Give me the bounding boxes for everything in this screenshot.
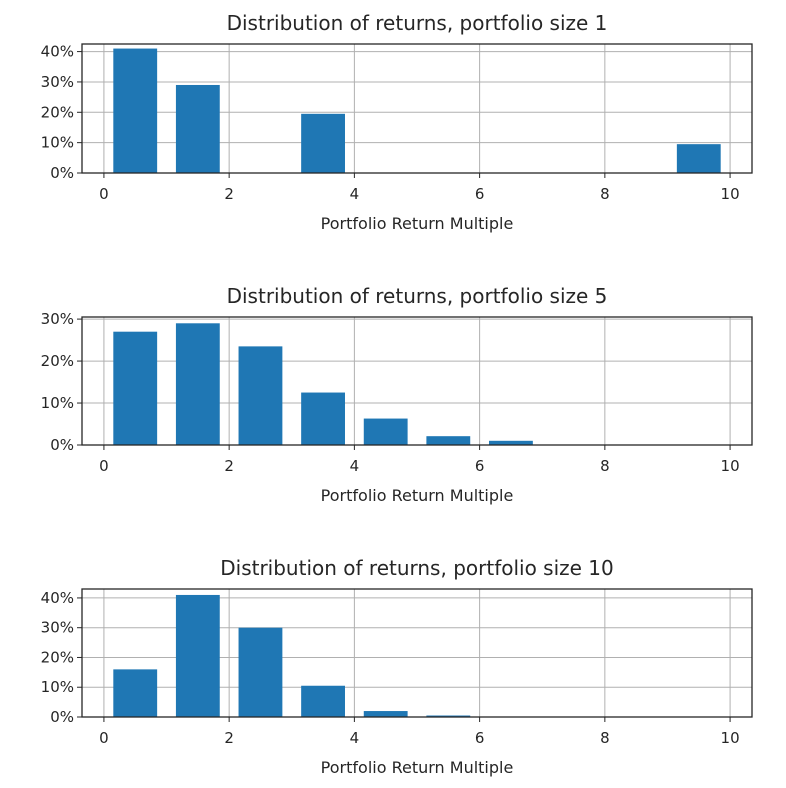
plot-frame — [81, 43, 753, 174]
histogram-bar — [301, 113, 345, 173]
x-axis-label: Portfolio Return Multiple — [321, 486, 514, 505]
histogram-bar — [113, 331, 158, 445]
y-tick-label: 0% — [50, 164, 74, 182]
x-tick-label: 10 — [721, 729, 740, 747]
x-tick-label: 0 — [99, 457, 109, 475]
y-tick-label: 40% — [41, 589, 74, 607]
x-tick-label: 10 — [721, 457, 740, 475]
histogram-bar — [175, 323, 220, 445]
x-tick-label: 4 — [350, 729, 360, 747]
histogram-bar — [301, 392, 345, 445]
y-tick-label: 20% — [41, 648, 74, 666]
chart-title: Distribution of returns, portfolio size … — [220, 556, 614, 580]
y-tick-label: 0% — [50, 708, 74, 726]
x-tick-label: 10 — [721, 185, 740, 203]
x-tick-label: 0 — [99, 185, 109, 203]
histogram-bar — [363, 418, 408, 445]
x-tick-label: 6 — [475, 729, 485, 747]
plot-frame — [81, 588, 753, 718]
x-tick-label: 8 — [600, 457, 610, 475]
y-tick-label: 30% — [41, 310, 74, 328]
y-tick-label: 10% — [41, 394, 74, 412]
x-tick-label: 4 — [350, 457, 360, 475]
x-tick-label: 6 — [475, 457, 485, 475]
y-tick-label: 30% — [41, 619, 74, 637]
x-tick-label: 2 — [224, 729, 234, 747]
x-tick-label: 2 — [224, 457, 234, 475]
histogram-bar — [113, 48, 158, 173]
x-axis-label: Portfolio Return Multiple — [321, 214, 514, 233]
x-tick-label: 0 — [99, 729, 109, 747]
y-tick-label: 20% — [41, 103, 74, 121]
histogram-bar — [301, 685, 345, 717]
y-tick-label: 10% — [41, 678, 74, 696]
histogram-bar — [238, 627, 283, 717]
x-tick-label: 8 — [600, 185, 610, 203]
y-tick-label: 30% — [41, 73, 74, 91]
histogram-bar — [489, 440, 533, 445]
histogram-bar — [426, 436, 471, 445]
histogram-bar — [363, 711, 408, 717]
x-tick-label: 8 — [600, 729, 610, 747]
chart-panel-3: 0 2 4 6 8 10 0% 10% 20% 30% 40% Distribution of ret… — [41, 556, 753, 777]
histogram-bar — [238, 346, 283, 445]
histogram-bar — [175, 594, 220, 717]
x-tick-label: 4 — [350, 185, 360, 203]
chart-panel-2: 0 2 4 6 8 10 0% 10% 20% 30% Distribution of return… — [41, 284, 753, 505]
histogram-bar — [426, 715, 471, 717]
y-tick-label: 0% — [50, 436, 74, 454]
chart-panel-1: 0 2 4 6 8 10 0% 10% 20% 30% 40% Distribution of ret… — [41, 11, 753, 233]
y-tick-label: 20% — [41, 352, 74, 370]
y-tick-label: 10% — [41, 134, 74, 152]
histogram-bar — [113, 669, 158, 717]
histogram-bar — [676, 144, 721, 173]
plot-frame — [81, 316, 753, 446]
x-tick-label: 2 — [224, 185, 234, 203]
chart-title: Distribution of returns, portfolio size … — [227, 284, 608, 308]
histogram-bar — [175, 84, 220, 173]
y-tick-label: 40% — [41, 43, 74, 61]
x-tick-label: 6 — [475, 185, 485, 203]
x-axis-label: Portfolio Return Multiple — [321, 758, 514, 777]
chart-title: Distribution of returns, portfolio size … — [227, 11, 608, 35]
